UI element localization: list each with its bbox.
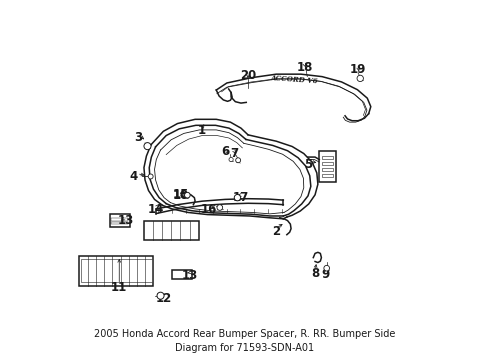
Text: 19: 19 <box>348 63 365 76</box>
Text: 2: 2 <box>272 225 280 238</box>
Text: 8: 8 <box>310 267 319 280</box>
Bar <box>79 256 153 286</box>
Circle shape <box>235 158 240 163</box>
Text: 6: 6 <box>221 145 229 158</box>
Circle shape <box>217 205 222 210</box>
Text: 7: 7 <box>229 147 238 160</box>
Text: 14: 14 <box>147 203 163 216</box>
Bar <box>322 174 332 177</box>
Text: 2005 Honda Accord Rear Bumper Spacer, R. RR. Bumper Side
Diagram for 71593-SDN-A: 2005 Honda Accord Rear Bumper Spacer, R.… <box>94 329 394 352</box>
Text: 15: 15 <box>172 188 189 201</box>
Circle shape <box>228 157 233 162</box>
Bar <box>81 259 151 282</box>
Bar <box>319 151 336 182</box>
Text: 5: 5 <box>303 158 311 171</box>
Circle shape <box>157 292 164 299</box>
Text: 4: 4 <box>129 170 137 183</box>
Bar <box>111 219 128 221</box>
Text: 20: 20 <box>240 69 256 82</box>
Bar <box>109 214 130 226</box>
Text: 1: 1 <box>198 124 206 137</box>
Text: 9: 9 <box>321 268 329 281</box>
Text: 3: 3 <box>134 131 142 144</box>
Text: 10: 10 <box>173 189 189 202</box>
Text: 17: 17 <box>232 191 248 204</box>
Text: 18: 18 <box>296 60 312 73</box>
Text: ACCORD V6: ACCORD V6 <box>269 74 317 85</box>
Text: 11: 11 <box>111 281 127 294</box>
Bar <box>322 162 332 165</box>
Bar <box>111 222 128 224</box>
Circle shape <box>184 192 190 198</box>
Circle shape <box>323 265 329 271</box>
Circle shape <box>356 75 363 82</box>
Circle shape <box>234 194 240 201</box>
Text: 13: 13 <box>117 214 133 227</box>
Bar <box>143 221 198 240</box>
Text: 16: 16 <box>201 203 217 216</box>
Bar <box>322 156 332 159</box>
Circle shape <box>143 143 151 150</box>
Bar <box>172 270 191 279</box>
Text: 12: 12 <box>155 292 171 305</box>
Text: 13: 13 <box>182 269 198 282</box>
Circle shape <box>148 174 153 179</box>
Bar <box>322 168 332 171</box>
